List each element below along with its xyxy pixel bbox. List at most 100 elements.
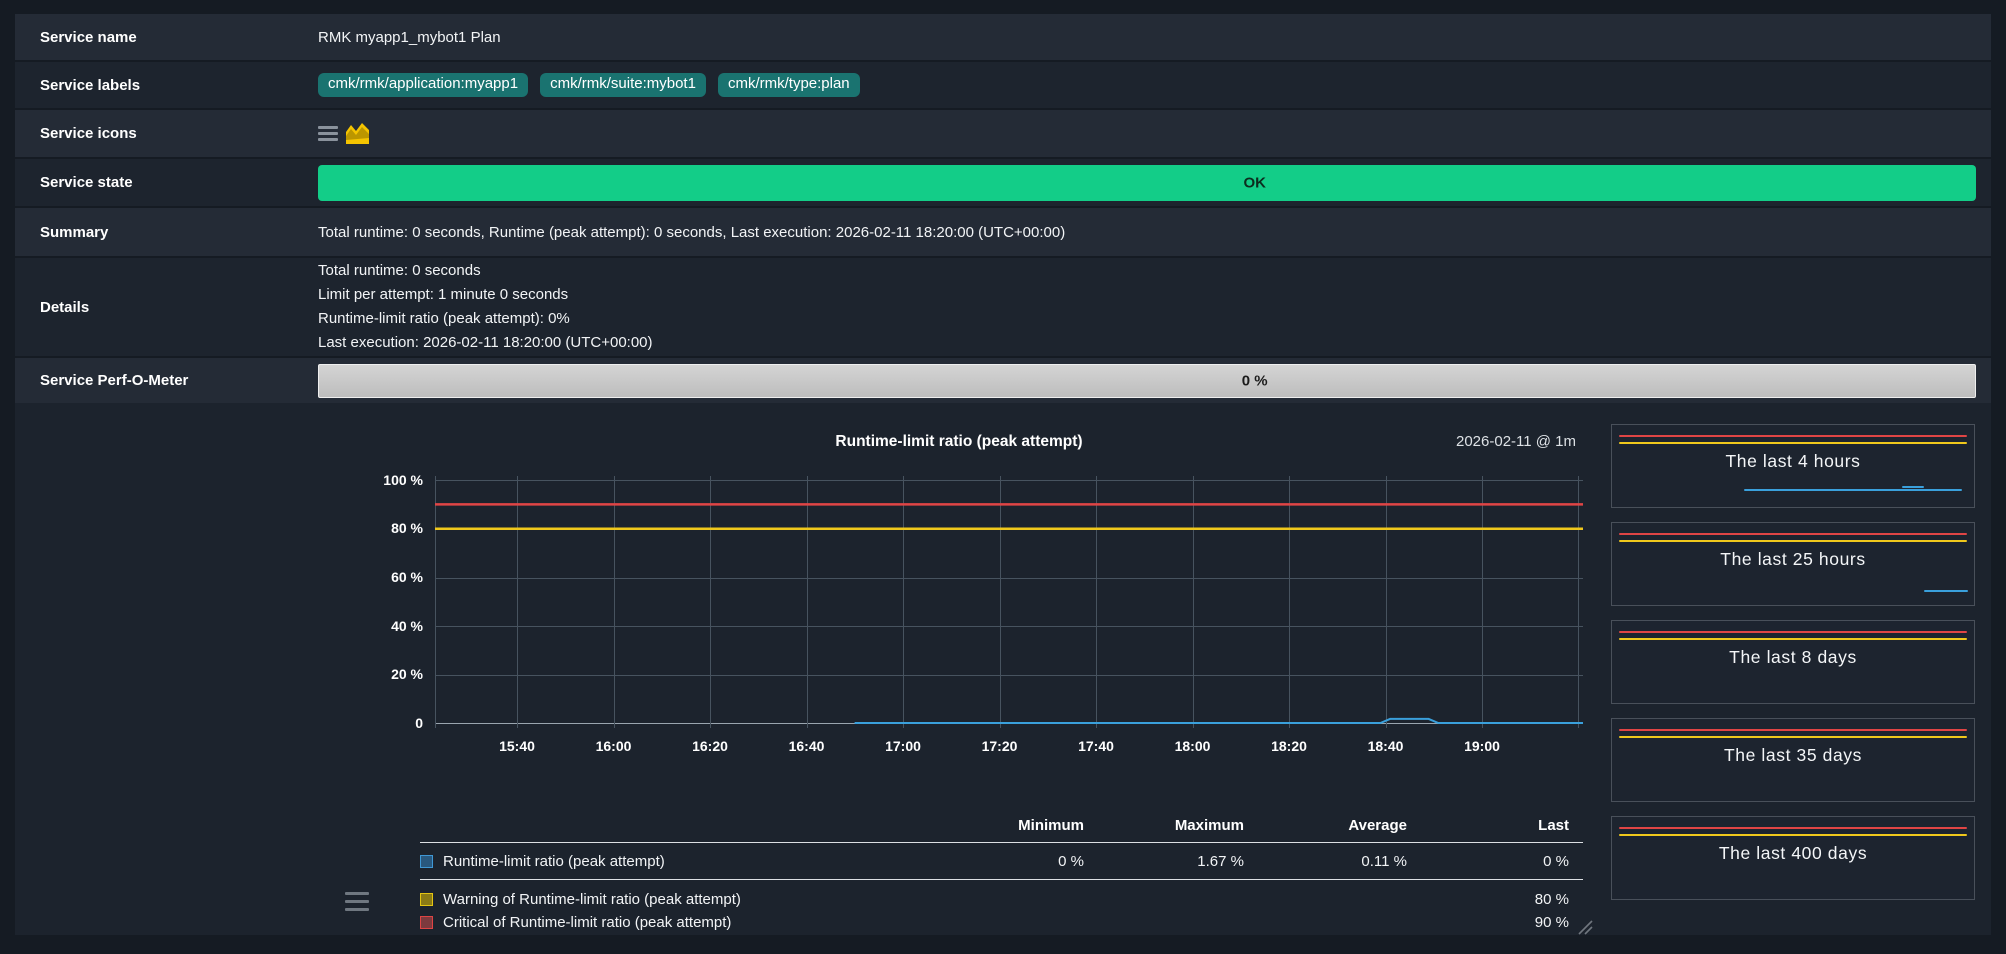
preview-title: The last 4 hours	[1612, 451, 1974, 472]
legend-last: 0 %	[1421, 853, 1583, 870]
legend-label: Runtime-limit ratio (peak attempt)	[443, 853, 665, 870]
preview-last-400-days[interactable]: The last 400 days	[1611, 816, 1975, 900]
label-pill[interactable]: cmk/rmk/application:myapp1	[318, 73, 528, 98]
warning-line	[1619, 540, 1967, 542]
critical-line	[1619, 827, 1967, 829]
preview-title: The last 400 days	[1612, 843, 1974, 864]
legend-header-average: Average	[1258, 817, 1421, 834]
x-tick-label: 19:00	[1437, 738, 1527, 754]
menu-icon[interactable]	[318, 126, 338, 141]
x-tick-label: 16:00	[569, 738, 659, 754]
preview-last-35-days[interactable]: The last 35 days	[1611, 718, 1975, 802]
summary-value: Total runtime: 0 seconds, Runtime (peak …	[318, 224, 1991, 241]
service-labels-value: cmk/rmk/application:myapp1 cmk/rmk/suite…	[318, 73, 1991, 98]
perfometer-label: Service Perf-O-Meter	[15, 372, 318, 389]
graph-section: Runtime-limit ratio (peak attempt) 2026-…	[15, 403, 1991, 935]
y-tick-label: 60 %	[353, 569, 423, 585]
details-line: Last execution: 2026-02-11 18:20:00 (UTC…	[318, 331, 1976, 355]
row-summary: Summary Total runtime: 0 seconds, Runtim…	[15, 208, 1991, 256]
legend-row-metric[interactable]: Runtime-limit ratio (peak attempt) 0 % 1…	[420, 842, 1583, 880]
warning-line	[1619, 736, 1967, 738]
y-tick-label: 80 %	[353, 520, 423, 536]
legend-label: Warning of Runtime-limit ratio (peak att…	[443, 891, 741, 908]
legend-header-maximum: Maximum	[1098, 817, 1258, 834]
service-name-value: RMK myapp1_mybot1 Plan	[318, 29, 1991, 46]
robot-graph-icon[interactable]	[345, 122, 370, 145]
service-icons-value	[318, 122, 1991, 145]
legend-row-critical[interactable]: Critical of Runtime-limit ratio (peak at…	[420, 911, 1583, 934]
warning-color-swatch	[420, 893, 433, 906]
graph-menu-icon[interactable]	[345, 892, 369, 911]
legend-avg: 0.11 %	[1258, 853, 1421, 870]
perfometer-bar: 0 %	[318, 364, 1976, 398]
metric-line	[1744, 489, 1962, 491]
legend-max: 1.67 %	[1098, 853, 1258, 870]
row-perfometer: Service Perf-O-Meter 0 %	[15, 358, 1991, 403]
details-line: Runtime-limit ratio (peak attempt): 0%	[318, 307, 1976, 331]
y-tick-label: 0	[353, 715, 423, 731]
x-tick-label: 16:40	[762, 738, 852, 754]
row-details: Details Total runtime: 0 seconds Limit p…	[15, 258, 1991, 356]
warning-line	[1619, 442, 1967, 444]
legend-last: 90 %	[1421, 914, 1583, 931]
legend-header-minimum: Minimum	[938, 817, 1098, 834]
series-lines	[435, 480, 1583, 724]
graph-resize-handle[interactable]	[1573, 915, 1593, 940]
details-line: Total runtime: 0 seconds	[318, 259, 1976, 283]
preview-last-25-hours[interactable]: The last 25 hours	[1611, 522, 1975, 606]
state-text: OK	[1244, 174, 1267, 191]
summary-label: Summary	[15, 224, 318, 241]
legend-header-last: Last	[1421, 817, 1583, 834]
critical-line	[1619, 435, 1967, 437]
service-icons-label: Service icons	[15, 125, 318, 142]
label-pill[interactable]: cmk/rmk/suite:mybot1	[540, 73, 706, 98]
warning-line	[1619, 638, 1967, 640]
service-name-label: Service name	[15, 29, 318, 46]
service-labels-label: Service labels	[15, 77, 318, 94]
y-tick-label: 40 %	[353, 618, 423, 634]
y-tick-label: 100 %	[353, 472, 423, 488]
service-detail-page: { "colors": { "ok_green": "#13cd88", "wa…	[0, 0, 2006, 954]
legend-label: Critical of Runtime-limit ratio (peak at…	[443, 914, 731, 931]
preview-last-4-hours[interactable]: The last 4 hours	[1611, 424, 1975, 508]
details-value: Total runtime: 0 seconds Limit per attem…	[318, 259, 1991, 355]
x-tick-label: 15:40	[472, 738, 562, 754]
critical-line	[1619, 631, 1967, 633]
critical-line	[1619, 533, 1967, 535]
preview-title: The last 35 days	[1612, 745, 1974, 766]
x-tick-label: 17:00	[858, 738, 948, 754]
label-pill[interactable]: cmk/rmk/type:plan	[718, 73, 860, 98]
x-tick-label: 18:00	[1148, 738, 1238, 754]
state-ok-bar: OK	[318, 165, 1976, 201]
service-info-table: Service name RMK myapp1_mybot1 Plan Serv…	[15, 14, 1991, 405]
legend-last: 80 %	[1421, 891, 1583, 908]
x-tick-label: 18:20	[1244, 738, 1334, 754]
graph-title: Runtime-limit ratio (peak attempt)	[325, 433, 1593, 451]
perfometer-value: 0 %	[1242, 372, 1268, 389]
row-service-icons: Service icons	[15, 110, 1991, 157]
row-service-state: Service state OK	[15, 159, 1991, 206]
preview-title: The last 25 hours	[1612, 549, 1974, 570]
warning-line	[1619, 834, 1967, 836]
metric-line	[1924, 590, 1968, 592]
service-state-label: Service state	[15, 174, 318, 191]
row-service-name: Service name RMK myapp1_mybot1 Plan	[15, 14, 1991, 60]
x-tick-label: 18:40	[1341, 738, 1431, 754]
row-service-labels: Service labels cmk/rmk/application:myapp…	[15, 62, 1991, 108]
graph-legend: Minimum Maximum Average Last Runtime-lim…	[420, 808, 1583, 934]
metric-line-bump	[1902, 486, 1924, 488]
details-line: Limit per attempt: 1 minute 0 seconds	[318, 283, 1976, 307]
critical-line	[1619, 729, 1967, 731]
details-label: Details	[15, 299, 318, 316]
x-tick-label: 17:20	[955, 738, 1045, 754]
time-range-previews: The last 4 hours The last 25 hours The l…	[1611, 424, 1975, 914]
critical-color-swatch	[420, 916, 433, 929]
preview-title: The last 8 days	[1612, 647, 1974, 668]
legend-header-row: Minimum Maximum Average Last	[420, 808, 1583, 842]
legend-row-warning[interactable]: Warning of Runtime-limit ratio (peak att…	[420, 888, 1583, 911]
y-tick-label: 20 %	[353, 666, 423, 682]
x-tick-label: 16:20	[665, 738, 755, 754]
graph-plot-area[interactable]: 100 % 80 % 60 % 40 % 20 % 0 15:40 16:00 …	[435, 480, 1583, 724]
legend-min: 0 %	[938, 853, 1098, 870]
preview-last-8-days[interactable]: The last 8 days	[1611, 620, 1975, 704]
